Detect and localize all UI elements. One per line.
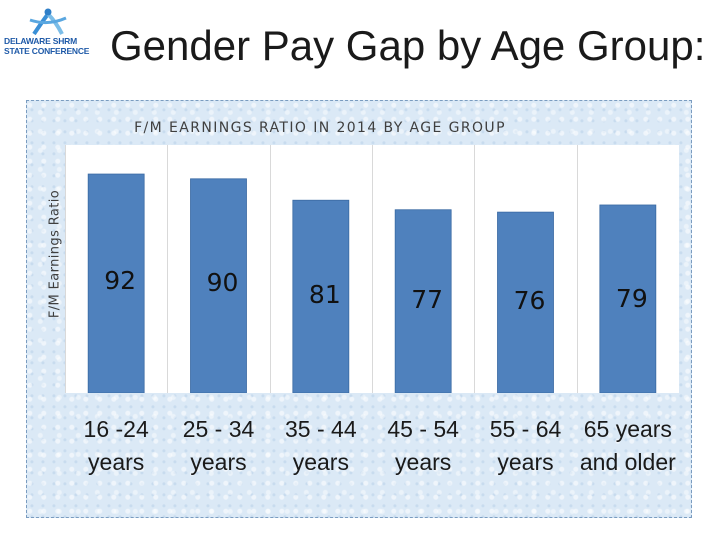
data-label-4: 77	[411, 285, 444, 314]
data-label-3: 81	[308, 280, 341, 309]
logo-line-1: DELAWARE SHRM	[4, 36, 77, 46]
data-label-6: 79	[615, 284, 648, 313]
category-label-3: 35 - 44 years	[285, 416, 357, 475]
category-label-2: 25 - 34 years	[182, 416, 255, 475]
slide-title: Gender Pay Gap by Age Group:	[110, 22, 706, 69]
category-label-4: 45 - 54 years	[387, 416, 459, 475]
data-label-1: 92	[104, 266, 137, 295]
chart-title: F/M EARNINGS RATIO IN 2014 BY AGE GROUP	[134, 120, 506, 136]
category-label-6: 65 years and older	[579, 416, 676, 475]
logo-line-2: STATE CONFERENCE	[4, 46, 90, 56]
bar-1	[87, 173, 145, 393]
shrm-figure-icon	[29, 8, 67, 36]
logo: DELAWARE SHRM STATE CONFERENCE	[4, 8, 90, 58]
data-label-2: 90	[206, 268, 239, 297]
bar-3	[292, 199, 350, 393]
data-label-5: 76	[513, 286, 546, 315]
bar-chart	[65, 145, 657, 393]
bar-6	[599, 204, 657, 393]
bar-4	[394, 209, 452, 393]
category-label-5: 55 - 64 years	[489, 416, 562, 475]
plot-area	[65, 145, 679, 393]
y-axis-label: F/M Earnings Ratio	[47, 189, 63, 319]
bar-5	[497, 211, 554, 393]
category-label-1: 16 -24 years	[83, 416, 149, 475]
